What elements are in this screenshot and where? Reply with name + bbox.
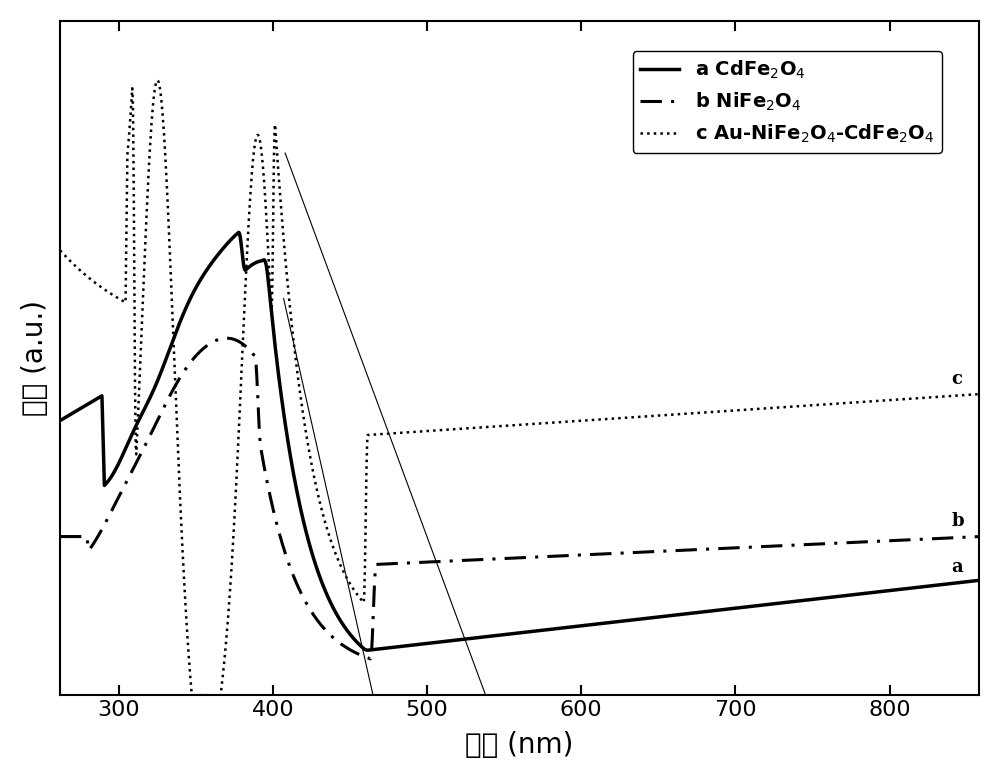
- Text: a: a: [951, 558, 963, 576]
- Text: b: b: [951, 512, 964, 530]
- Text: c: c: [951, 370, 962, 388]
- Y-axis label: 强度 (a.u.): 强度 (a.u.): [21, 300, 49, 416]
- X-axis label: 波长 (nm): 波长 (nm): [465, 731, 574, 759]
- Legend: a CdFe$_2$O$_4$, b NiFe$_2$O$_4$, c Au-NiFe$_2$O$_4$-CdFe$_2$O$_4$: a CdFe$_2$O$_4$, b NiFe$_2$O$_4$, c Au-N…: [633, 51, 942, 153]
